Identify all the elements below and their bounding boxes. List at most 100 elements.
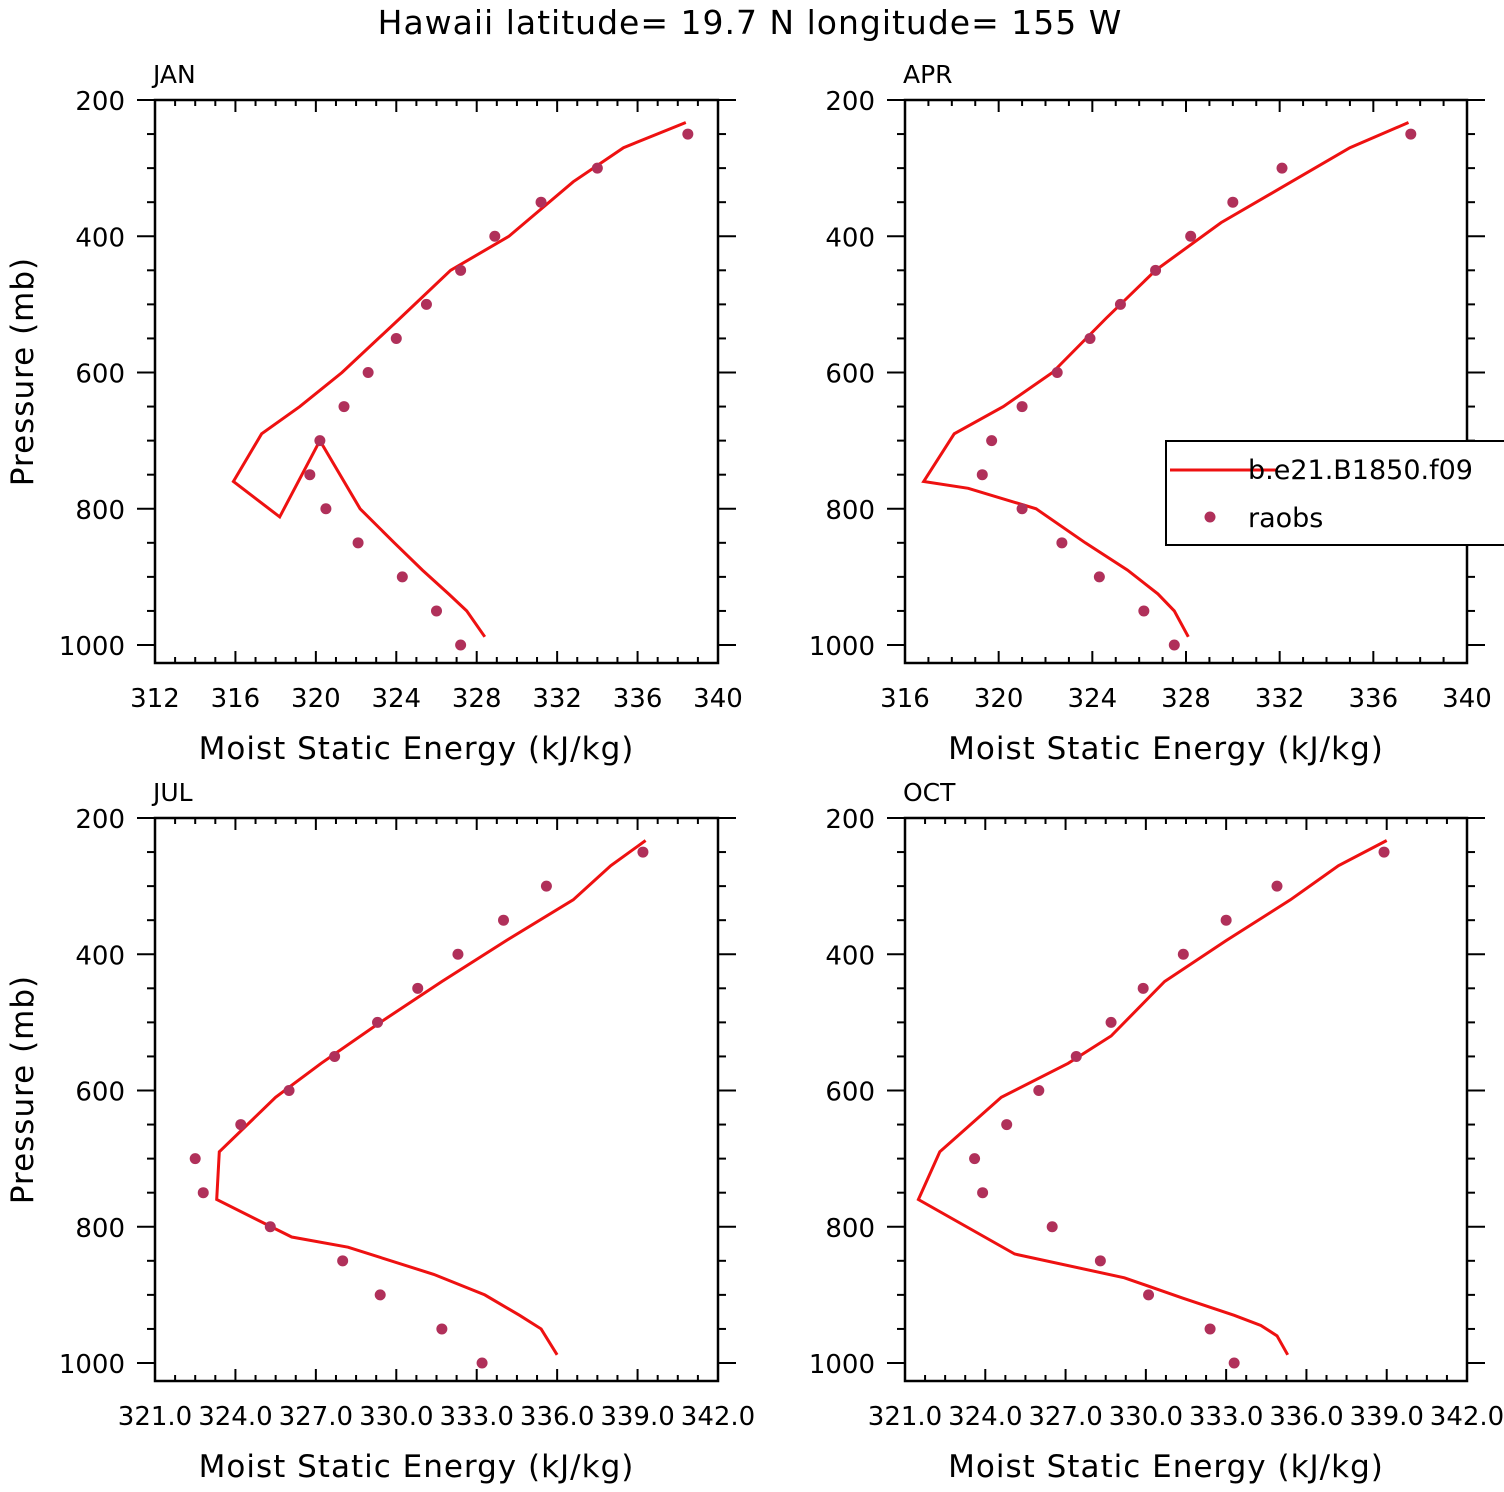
x-tick-label: 336 bbox=[1349, 684, 1399, 714]
raobs-point bbox=[452, 948, 464, 960]
x-tick-label: 336.0 bbox=[1269, 1402, 1343, 1432]
raobs-point bbox=[374, 1289, 386, 1301]
x-tick-label: 316 bbox=[211, 684, 261, 714]
plot-frame-apr bbox=[903, 98, 1469, 665]
raobs-point bbox=[1084, 332, 1096, 344]
panel-jul: JUL 321.0 324.0 327.0 330.0 333.0 336.0 339.0 34… bbox=[5, 778, 755, 1485]
y-tick-label: 400 bbox=[825, 941, 875, 971]
y-tick-label: 600 bbox=[75, 1078, 125, 1108]
raobs-point bbox=[455, 264, 467, 276]
raobs-point bbox=[1271, 880, 1283, 892]
raobs-point bbox=[1220, 914, 1232, 926]
raobs-point bbox=[337, 1255, 349, 1267]
raobs-point bbox=[1168, 639, 1180, 651]
raobs-point bbox=[1001, 1119, 1013, 1131]
raobs-point bbox=[1070, 1050, 1082, 1062]
raobs-point bbox=[591, 162, 603, 174]
y-tick-label: 1000 bbox=[59, 1350, 125, 1380]
raobs-point bbox=[283, 1085, 295, 1096]
raobs-point bbox=[431, 605, 442, 617]
x-tick-label: 330.0 bbox=[1109, 1402, 1183, 1432]
panel-jan: JAN 312 316 320 324 328 332 336 340 200 400 600 800 1… bbox=[5, 60, 743, 767]
y-tick-label: 400 bbox=[75, 223, 125, 253]
raobs-point bbox=[189, 1153, 201, 1165]
raobs-point bbox=[535, 196, 547, 208]
model-line-apr bbox=[921, 121, 1410, 638]
raobs-point bbox=[637, 846, 649, 858]
y-axis-title-jul: Pressure (mb) bbox=[5, 975, 41, 1204]
raobs-point bbox=[304, 469, 316, 481]
raobs-point bbox=[489, 230, 501, 242]
raobs-point bbox=[540, 880, 552, 892]
panel-label-oct: OCT bbox=[903, 778, 956, 807]
raobs-point bbox=[455, 639, 467, 651]
x-tick-label: 336.0 bbox=[520, 1402, 594, 1432]
panel-oct: OCT 321.0 324.0 327.0 330.0 333.0 336.0 339.0 34… bbox=[809, 778, 1504, 1485]
raobs-point bbox=[264, 1221, 276, 1233]
x-tick-label: 332 bbox=[532, 684, 582, 714]
raobs-point bbox=[498, 914, 510, 926]
raobs-point bbox=[1405, 128, 1417, 140]
x-tick-label: 316 bbox=[880, 684, 930, 714]
x-axis-title-oct: Moist Static Energy (kJ/kg) bbox=[948, 1449, 1384, 1485]
raobs-point bbox=[1094, 1255, 1106, 1267]
x-tick-label: 312 bbox=[130, 684, 180, 714]
x-tick-label: 333.0 bbox=[1189, 1402, 1263, 1432]
raobs-point bbox=[1378, 846, 1390, 858]
x-tick-label: 320 bbox=[974, 684, 1024, 714]
raobs-point bbox=[1138, 605, 1150, 617]
raobs-point bbox=[362, 367, 374, 378]
x-tick-label: 339.0 bbox=[1349, 1402, 1423, 1432]
plot-frame-jul bbox=[153, 816, 720, 1383]
x-tick-label: 327.0 bbox=[279, 1402, 353, 1432]
raobs-point bbox=[1276, 162, 1288, 174]
x-tick-label: 321.0 bbox=[868, 1402, 942, 1432]
y-tick-label: 600 bbox=[825, 360, 875, 390]
raobs-point bbox=[197, 1187, 209, 1199]
raobs-point bbox=[372, 1016, 384, 1028]
model-line-jul bbox=[215, 839, 647, 1356]
y-tick-label: 600 bbox=[75, 360, 125, 390]
x-tick-label: 336 bbox=[613, 684, 663, 714]
x-tick-label: 340 bbox=[1442, 684, 1492, 714]
raobs-point bbox=[977, 1187, 989, 1199]
raobs-point bbox=[235, 1119, 247, 1131]
raobs-point bbox=[420, 298, 432, 310]
y-tick-label: 1000 bbox=[809, 632, 875, 662]
raobs-point bbox=[986, 435, 998, 447]
raobs-point bbox=[390, 332, 402, 344]
x-tick-label: 328 bbox=[1161, 684, 1211, 714]
x-tick-label: 342.0 bbox=[1430, 1402, 1504, 1432]
x-axis-title-jan: Moist Static Energy (kJ/kg) bbox=[199, 731, 635, 767]
model-line-jan bbox=[231, 121, 687, 638]
y-tick-label: 200 bbox=[75, 805, 125, 835]
raobs-point bbox=[1016, 503, 1028, 515]
raobs-point bbox=[329, 1050, 341, 1062]
y-tick-label: 200 bbox=[75, 87, 125, 117]
panel-label-jan: JAN bbox=[151, 60, 196, 89]
y-tick-label: 600 bbox=[825, 1078, 875, 1108]
raobs-point bbox=[320, 503, 332, 515]
raobs-point bbox=[1177, 948, 1189, 960]
x-tick-label: 324.0 bbox=[948, 1402, 1022, 1432]
y-tick-label: 800 bbox=[825, 496, 875, 526]
raobs-point bbox=[1114, 298, 1126, 310]
figure-title: Hawaii latitude= 19.7 N longitude= 155 W bbox=[378, 3, 1123, 42]
panel-label-jul: JUL bbox=[151, 778, 193, 807]
raobs-point bbox=[314, 435, 326, 447]
legend: b.e21.B1850.f09 raobs bbox=[1165, 440, 1504, 546]
raobs-point bbox=[352, 537, 364, 549]
x-tick-label: 324 bbox=[1068, 684, 1118, 714]
raobs-point bbox=[436, 1323, 448, 1335]
raobs-point bbox=[1051, 367, 1063, 378]
legend-model-label: b.e21.B1850.f09 bbox=[1248, 455, 1473, 486]
y-tick-label: 400 bbox=[825, 223, 875, 253]
x-tick-label: 332 bbox=[1255, 684, 1305, 714]
raobs-point bbox=[1033, 1085, 1045, 1096]
panel-label-apr: APR bbox=[903, 60, 953, 89]
legend-box bbox=[1165, 440, 1504, 546]
y-tick-label: 1000 bbox=[59, 632, 125, 662]
x-tick-label: 339.0 bbox=[600, 1402, 674, 1432]
y-tick-label: 800 bbox=[75, 1214, 125, 1244]
plot-frame-oct bbox=[903, 816, 1469, 1383]
